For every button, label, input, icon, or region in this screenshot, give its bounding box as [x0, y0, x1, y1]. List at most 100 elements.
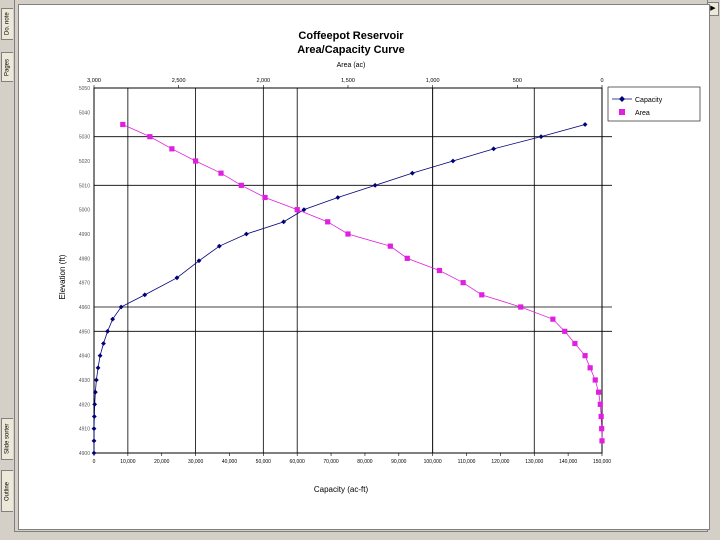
- left-panel-rail: Do. note Pages Slide sorter Outline: [0, 0, 15, 540]
- area-point: [193, 158, 199, 164]
- capacity-point: [118, 304, 124, 310]
- y-tick-label: 4950: [79, 329, 90, 335]
- capacity-point: [105, 328, 110, 334]
- legend-capacity-label: Capacity: [635, 97, 663, 104]
- tab-outline[interactable]: Do. note: [1, 8, 13, 40]
- x-tick-label: 130,000: [525, 459, 543, 465]
- y-tick-label: 4930: [79, 378, 90, 384]
- capacity-point: [91, 450, 97, 456]
- x-tick-label: 40,000: [222, 459, 238, 465]
- y-tick-label: 4960: [79, 305, 90, 311]
- x2-tick-label: 500: [513, 78, 522, 84]
- y-tick-label: 5050: [79, 86, 90, 92]
- capacity-point: [142, 292, 148, 298]
- capacity-point: [92, 401, 98, 407]
- area-point: [598, 413, 604, 420]
- area-point: [294, 207, 300, 213]
- capacity-point: [281, 219, 287, 225]
- top-axis-label: Area (ac): [337, 62, 366, 69]
- x-tick-label: 100,000: [424, 459, 442, 465]
- area-point: [262, 194, 268, 201]
- x-tick-label: 0: [93, 459, 96, 465]
- x-tick-label: 110,000: [458, 459, 476, 465]
- area-point: [436, 267, 443, 274]
- capacity-point: [244, 231, 249, 237]
- y-tick-label: 4970: [79, 281, 90, 287]
- capacity-point: [91, 414, 97, 419]
- area-point: [582, 353, 588, 359]
- y-axis-label: Elevation (ft): [58, 254, 67, 299]
- capacity-point: [372, 182, 378, 188]
- y-tick-label: 5020: [79, 159, 90, 165]
- plot-area: [93, 87, 603, 454]
- capacity-point: [174, 275, 180, 281]
- capacity-point: [301, 207, 307, 213]
- area-point: [147, 134, 153, 140]
- chart-title: Coffeepot Reservoir: [298, 30, 404, 42]
- area-point: [596, 389, 602, 395]
- area-point: [550, 316, 556, 322]
- area-point: [238, 182, 244, 188]
- tab-slide-sorter[interactable]: Slide sorter: [1, 418, 13, 460]
- capacity-point: [538, 134, 544, 140]
- x2-tick-label: 2,500: [172, 78, 186, 84]
- area-point: [599, 438, 605, 444]
- area-point: [218, 170, 224, 176]
- area-point: [572, 340, 578, 347]
- x2-tick-label: 1,500: [341, 78, 355, 84]
- tab-pages[interactable]: Pages: [1, 52, 13, 82]
- x2-tick-label: 0: [600, 78, 603, 84]
- x-tick-label: 90,000: [391, 459, 407, 465]
- status-strip: [14, 531, 708, 540]
- area-capacity-chart: Coffeepot Reservoir Area/Capacity Curve …: [58, 30, 701, 494]
- x-tick-label: 10,000: [120, 459, 136, 465]
- y-tick-label: 5030: [79, 135, 90, 141]
- legend-area-label: Area: [635, 110, 650, 117]
- x-tick-label: 70,000: [323, 459, 339, 465]
- legend-area-marker: [619, 109, 625, 115]
- x2-tick-label: 2,000: [256, 78, 270, 84]
- x-tick-label: 60,000: [290, 459, 306, 465]
- area-point: [562, 328, 568, 334]
- capacity-point: [93, 377, 99, 383]
- area-point: [587, 365, 593, 371]
- y-tick-label: 5000: [79, 208, 90, 214]
- capacity-point: [216, 243, 222, 249]
- tab-outline-view[interactable]: Outline: [1, 470, 13, 512]
- capacity-point: [335, 195, 341, 200]
- x-tick-label: 80,000: [357, 459, 373, 465]
- x-tick-label: 20,000: [154, 459, 170, 465]
- capacity-point: [92, 389, 98, 395]
- area-point: [599, 426, 605, 432]
- area-point: [325, 219, 331, 225]
- area-point: [597, 401, 603, 407]
- y-tick-label: 4920: [79, 402, 90, 408]
- area-point: [169, 146, 175, 152]
- y-tick-label: 4910: [79, 427, 90, 433]
- chart-subtitle: Area/Capacity Curve: [297, 44, 405, 56]
- x-tick-label: 150,000: [593, 459, 611, 465]
- x-tick-label: 120,000: [491, 459, 509, 465]
- chart-legend: Capacity Area: [607, 86, 701, 122]
- capacity-point: [409, 170, 415, 176]
- legend-capacity-marker: [619, 96, 625, 102]
- y-tick-label: 4980: [79, 256, 90, 262]
- area-point: [120, 121, 126, 128]
- capacity-point: [91, 426, 97, 432]
- capacity-point: [450, 158, 456, 164]
- area-point: [387, 243, 393, 249]
- capacity-point: [582, 122, 588, 127]
- slide-canvas: Coffeepot Reservoir Area/Capacity Curve …: [18, 4, 710, 530]
- capacity-point: [110, 316, 116, 322]
- y-tick-label: 5010: [79, 183, 90, 189]
- area-point: [479, 292, 485, 298]
- capacity-point: [491, 146, 497, 152]
- area-point: [592, 377, 598, 383]
- x-tick-label: 140,000: [559, 459, 577, 465]
- area-point: [404, 255, 410, 261]
- y-tick-label: 5040: [79, 110, 90, 116]
- capacity-point: [95, 365, 101, 371]
- capacity-point: [91, 438, 97, 444]
- area-point: [460, 280, 466, 286]
- area-point: [518, 304, 524, 310]
